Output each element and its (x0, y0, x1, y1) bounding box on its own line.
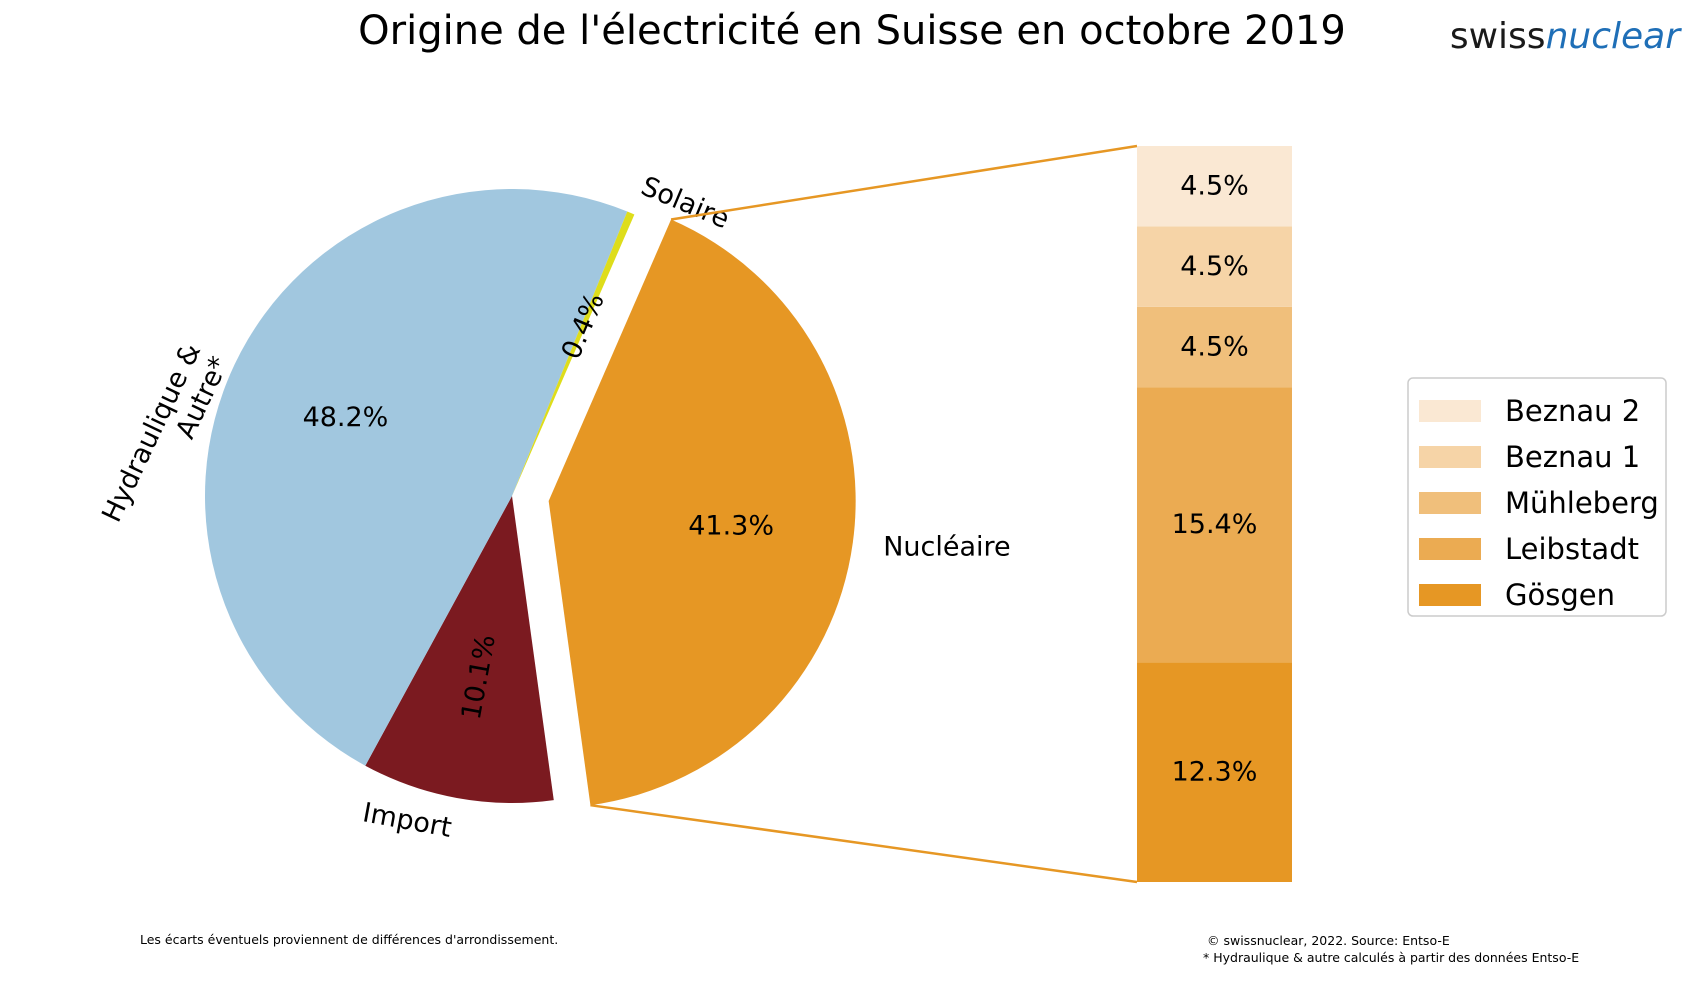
bar-segment-beznau-1 (1137, 226, 1292, 307)
pie-category-label-nucleaire: Nucléaire (883, 532, 1010, 563)
legend-item-leibstadt: Leibstadt (1419, 532, 1639, 566)
bar-label-beznau-1: 4.5% (1180, 251, 1249, 282)
logo-text-nuclear: nuclear (1546, 16, 1683, 57)
legend-swatch-leibstadt (1419, 538, 1481, 560)
pie-category-label-solaire: Solaire (637, 171, 734, 235)
bar-label-beznau-2: 4.5% (1180, 171, 1249, 202)
bar-label-leibstadt: 15.4% (1172, 509, 1258, 540)
legend-item-beznau-2: Beznau 2 (1419, 394, 1640, 428)
pie-category-label-import: Import (360, 797, 454, 844)
bar-segment-leibstadt (1137, 387, 1292, 663)
legend-item-beznau-1: Beznau 1 (1419, 440, 1640, 474)
pie-slice-hydraulique-autre (204, 189, 628, 766)
legend-label-gosgen: Gösgen (1505, 578, 1615, 612)
pie-slice-nucleaire (548, 219, 856, 806)
svg-text:Import: Import (360, 797, 454, 844)
legend-swatch-beznau-1 (1419, 446, 1481, 468)
bar-segment-muhleberg (1137, 306, 1292, 388)
footnote-hydro: * Hydraulique & autre calculés à partir … (1203, 950, 1579, 965)
legend-item-muhleberg: Mühleberg (1419, 486, 1659, 520)
pie-slice-import (365, 496, 554, 803)
legend-label-muhleberg: Mühleberg (1505, 486, 1659, 520)
chart-title: Origine de l'électricité en Suisse en oc… (358, 8, 1346, 54)
pie-pct-label-nucleaire: 41.3% (688, 511, 774, 542)
legend-item-gosgen: Gösgen (1419, 578, 1615, 612)
legend: Beznau 2 Beznau 1 Mühleberg Leibstadt Gösgen (1407, 377, 1667, 617)
logo-text-swiss: swiss (1450, 16, 1546, 57)
legend-label-leibstadt: Leibstadt (1505, 532, 1639, 566)
legend-swatch-gosgen (1419, 584, 1481, 606)
legend-label-beznau-1: Beznau 1 (1505, 440, 1640, 474)
bar-label-gosgen: 12.3% (1172, 757, 1258, 788)
logo: swissnuclear (1450, 16, 1682, 57)
connector-lines (590, 144, 1138, 884)
bar-label-muhleberg: 4.5% (1180, 331, 1249, 362)
svg-text:Nucléaire: Nucléaire (883, 532, 1010, 563)
pie-pct-label-hydraulique-autre: 48.2% (303, 402, 389, 433)
bar-segment-gosgen (1137, 662, 1292, 882)
legend-swatch-beznau-2 (1419, 400, 1481, 422)
footnote-rounding: Les écarts éventuels proviennent de diff… (140, 932, 558, 947)
connector-line-top (670, 144, 1138, 221)
pie-slice-solaire (512, 211, 635, 496)
legend-label-beznau-2: Beznau 2 (1505, 394, 1640, 428)
stacked-bar-chart: 12.3% 15.4% 4.5% 4.5% 4.5% (1137, 146, 1292, 882)
svg-text:swissnuclear: swissnuclear (1450, 16, 1682, 57)
bar-segment-beznau-2 (1137, 146, 1292, 227)
footnote-source: © swissnuclear, 2022. Source: Entso-E (1207, 933, 1450, 948)
svg-text:Solaire: Solaire (637, 171, 734, 235)
connector-line-bottom (590, 803, 1138, 884)
legend-swatch-muhleberg (1419, 492, 1481, 514)
pie-chart: 41.3%Nucléaire10.1%Import48.2%Hydrauliqu… (96, 171, 1010, 844)
